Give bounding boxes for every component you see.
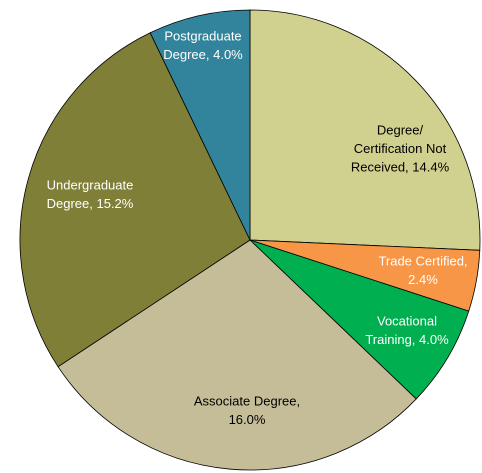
slice-label: Associate Degree,	[194, 393, 300, 408]
slice-label: Degree/	[377, 122, 424, 137]
pie-slice	[149, 9, 251, 241]
pie-slice	[19, 32, 251, 368]
slice-label: Trade Certified,	[378, 253, 467, 268]
slice-label: Received, 14.4%	[351, 159, 450, 174]
slice-label: Postgraduate	[164, 28, 241, 43]
slice-label: Undergraduate	[47, 177, 134, 192]
slice-label: 16.0%	[229, 412, 266, 427]
slice-label: Certification Not	[354, 141, 447, 156]
pie-slice	[249, 239, 470, 400]
slice-label: Degree, 15.2%	[47, 196, 134, 211]
slice-label: 2.4%	[408, 272, 438, 287]
pie-slice	[57, 239, 417, 471]
pie-slice	[249, 9, 481, 251]
slice-label: Degree, 4.0%	[163, 47, 243, 62]
slice-label: Vocational	[377, 313, 437, 328]
slice-label: Training, 4.0%	[365, 332, 449, 347]
